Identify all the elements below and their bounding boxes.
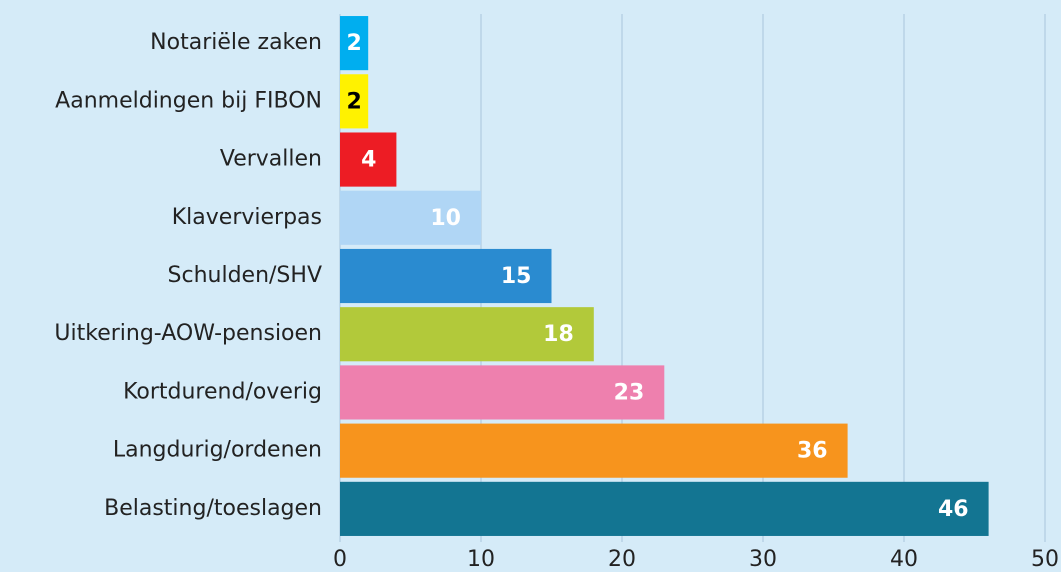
bar [340,74,369,129]
y-tick-label: Kortdurend/overig [123,379,322,404]
y-tick-label: Uitkering-AOW-pensioen [54,321,322,346]
bar [340,481,989,536]
value-label: 23 [614,380,645,405]
x-tick-label: 40 [890,547,918,572]
value-label: 18 [543,322,574,347]
x-tick-label: 20 [608,547,636,572]
bar [340,423,848,478]
value-label: 15 [501,264,532,289]
value-label: 46 [938,497,969,522]
x-tick-label: 10 [467,547,495,572]
value-label: 2 [346,89,361,114]
value-label: 2 [346,31,361,56]
y-tick-label: Vervallen [220,147,322,172]
value-label: 36 [797,439,828,464]
y-tick-label: Belasting/toeslagen [104,496,322,521]
bar [340,132,397,187]
x-tick-label: 0 [333,547,347,572]
y-tick-label: Aanmeldingen bij FIBON [55,88,322,113]
bar [340,190,481,245]
bar [340,365,665,420]
bar [340,248,552,304]
bar [340,307,594,362]
x-tick-label: 30 [749,547,777,572]
bar [340,16,369,71]
value-label: 10 [430,206,461,231]
value-label: 4 [361,148,376,173]
y-tick-label: Klavervierpas [172,205,322,230]
y-tick-label: Notariële zaken [150,30,322,55]
x-tick-label: 50 [1031,547,1059,572]
y-tick-label: Langdurig/ordenen [113,438,322,463]
y-tick-label: Schulden/SHV [168,263,322,288]
